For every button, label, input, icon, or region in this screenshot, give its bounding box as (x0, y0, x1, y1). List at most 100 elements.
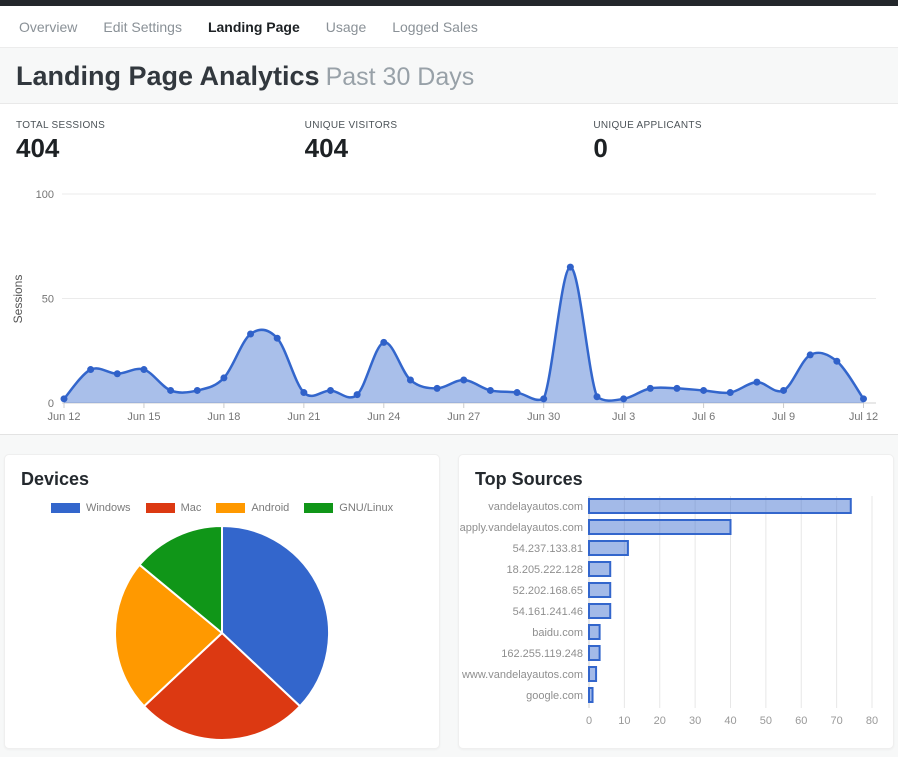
nav-item-logged-sales[interactable]: Logged Sales (392, 18, 478, 35)
data-point-jun-12[interactable] (60, 395, 68, 403)
data-point-jun-13[interactable] (87, 366, 95, 374)
x-tick-label: Jul 3 (612, 411, 635, 423)
data-point-jul-4[interactable] (646, 384, 654, 392)
top-sources-card: Top Sources vandelayautos.com apply.vande… (458, 454, 894, 749)
top-sources-card-title: Top Sources (475, 469, 583, 489)
x-tick-label: Jul 6 (692, 411, 715, 423)
x-axis-number: 40 (724, 715, 736, 727)
pie-slice-mac[interactable] (143, 632, 301, 741)
stat-label: UNIQUE VISITORS (304, 120, 398, 131)
x-axis-number: 10 (618, 715, 630, 727)
data-point-jun-29[interactable] (513, 389, 521, 397)
legend-label: Windows (85, 502, 131, 514)
data-point-jul-9[interactable] (780, 386, 788, 394)
bar-54-237-133-81[interactable] (588, 540, 629, 556)
bar-18-205-222-128[interactable] (588, 561, 612, 577)
data-point-jun-27[interactable] (460, 376, 468, 384)
data-point-jul-3[interactable] (620, 395, 628, 403)
legend-item-windows: Windows (50, 502, 131, 514)
bar-162-255-119-248[interactable] (588, 645, 601, 661)
legend-item-gnu-linux: GNU/Linux (304, 502, 393, 514)
sessions-line-chart: 100 50 0 Sessions Jun 12 Jun 15 Jun 18 Jun 21 Ju… (11, 189, 878, 423)
bar-label-52-202-168-65: 52.202.168.65 (513, 585, 583, 597)
sessions-area-fill (64, 267, 864, 403)
nav-item-overview[interactable]: Overview (19, 18, 78, 35)
data-point-jun-21[interactable] (300, 389, 308, 397)
data-point-jun-19[interactable] (247, 330, 255, 338)
bar-52-202-168-65[interactable] (588, 582, 612, 598)
stat-label: TOTAL SESSIONS (16, 120, 106, 131)
bar-www-vandelayautos-com[interactable] (588, 666, 598, 682)
y-axis-title: Sessions (11, 275, 25, 324)
data-point-jun-28[interactable] (486, 386, 494, 394)
legend-swatch-windows (50, 503, 80, 513)
page-header: Landing Page Analytics Past 30 Days (0, 48, 898, 103)
bar-label-vandelayautos-com: vandelayautos.com (488, 501, 583, 513)
x-tick-label: Jun 18 (207, 411, 240, 423)
data-point-jul-7[interactable] (726, 389, 734, 397)
data-point-jun-18[interactable] (220, 374, 228, 382)
data-point-jun-16[interactable] (167, 386, 175, 394)
data-point-jun-22[interactable] (327, 386, 334, 394)
sessions-analytics-card: TOTAL SESSIONS 404 UNIQUE VISITORS 404 UNIQU… (0, 103, 898, 435)
stats-row: TOTAL SESSIONS 404 UNIQUE VISITORS 404 UNIQU… (0, 120, 898, 164)
bar-baidu-com[interactable] (588, 624, 601, 640)
data-point-jul-11[interactable] (833, 357, 841, 365)
data-point-jul-12[interactable] (860, 395, 867, 403)
x-axis-number: 50 (760, 715, 772, 727)
data-point-jun-26[interactable] (433, 384, 441, 392)
legend-swatch-gnu-linux (304, 503, 334, 513)
data-point-jul-1[interactable] (566, 263, 574, 271)
bar-apply-vandelayautos-com[interactable] (588, 519, 732, 535)
data-point-jun-15[interactable] (140, 366, 148, 374)
bar-google-com[interactable] (588, 687, 594, 703)
data-point-jun-24[interactable] (380, 338, 388, 346)
bar-label-apply-vandelayautos-com: apply.vandelayautos.com (460, 522, 583, 534)
x-axis-number: 30 (689, 715, 701, 727)
data-point-jun-20[interactable] (273, 334, 281, 342)
stat-value: 0 (593, 133, 608, 163)
x-axis-number: 60 (795, 715, 807, 727)
legend-label: GNU/Linux (339, 502, 394, 514)
x-axis-number: 70 (831, 715, 843, 727)
data-point-jul-2[interactable] (593, 393, 601, 401)
x-tick-label: Jun 30 (527, 411, 560, 423)
data-point-jun-17[interactable] (193, 386, 201, 394)
data-point-jul-6[interactable] (700, 386, 708, 394)
devices-pie-chart (114, 525, 330, 741)
y-tick-label: 100 (36, 189, 54, 201)
top-dark-bar (0, 0, 898, 6)
nav-item-usage[interactable]: Usage (325, 18, 367, 35)
bar-label-baidu-com: baidu.com (532, 627, 583, 639)
nav-item-edit-settings[interactable]: Edit Settings (103, 18, 182, 35)
data-point-jun-23[interactable] (353, 391, 361, 399)
tab-navigation: Overview Edit Settings Landing Page Usage Lo… (0, 6, 898, 48)
stat-label: UNIQUE APPLICANTS (593, 120, 702, 131)
pie-slice-gnu-linux[interactable] (138, 525, 223, 634)
data-point-jul-10[interactable] (806, 351, 814, 359)
data-point-jun-25[interactable] (406, 376, 414, 384)
bar-label-162-255-119-248: 162.255.119.248 (501, 648, 583, 660)
pie-slice-windows[interactable] (221, 525, 330, 708)
data-point-jul-8[interactable] (753, 378, 761, 386)
bar-54-161-241-46[interactable] (588, 603, 612, 619)
x-axis-number: 80 (866, 715, 878, 727)
nav-item-landing-page[interactable]: Landing Page (207, 18, 300, 35)
devices-legend: Windows Mac Android GNU/Linux (5, 502, 439, 514)
x-tick-label: Jul 9 (772, 411, 795, 423)
legend-label: Android (251, 502, 290, 514)
legend-label: Mac (180, 502, 202, 514)
x-tick-label: Jun 24 (367, 411, 400, 423)
x-tick-label: Jun 27 (447, 411, 480, 423)
y-tick-label: 0 (48, 398, 54, 410)
data-point-jun-30[interactable] (540, 395, 548, 403)
pie-slice-android[interactable] (114, 563, 223, 708)
bar-label-google-com: google.com (526, 690, 583, 702)
bar-label-54-161-241-46: 54.161.241.46 (513, 606, 583, 618)
x-axis-number: 0 (586, 715, 592, 727)
data-point-jul-5[interactable] (673, 384, 681, 392)
x-tick-label: Jun 21 (287, 411, 320, 423)
bar-vandelayautos-com[interactable] (588, 498, 852, 514)
devices-card-title: Devices (21, 469, 90, 489)
data-point-jun-14[interactable] (113, 370, 121, 378)
